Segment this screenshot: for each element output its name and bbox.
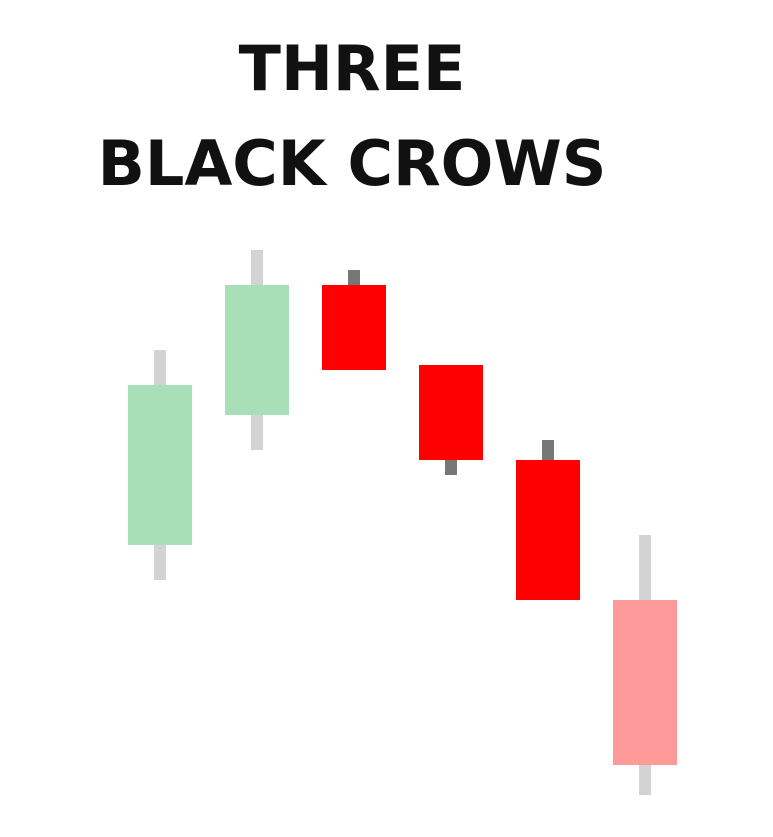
candle-body: [613, 600, 677, 765]
chart-title: BLACK CROWS: [98, 127, 607, 200]
candle-body: [419, 365, 483, 460]
candle-body: [128, 385, 192, 545]
candle-body: [516, 460, 580, 600]
chart-title: THREE: [239, 32, 466, 105]
candle-body: [322, 285, 386, 370]
candle-body: [225, 285, 289, 415]
